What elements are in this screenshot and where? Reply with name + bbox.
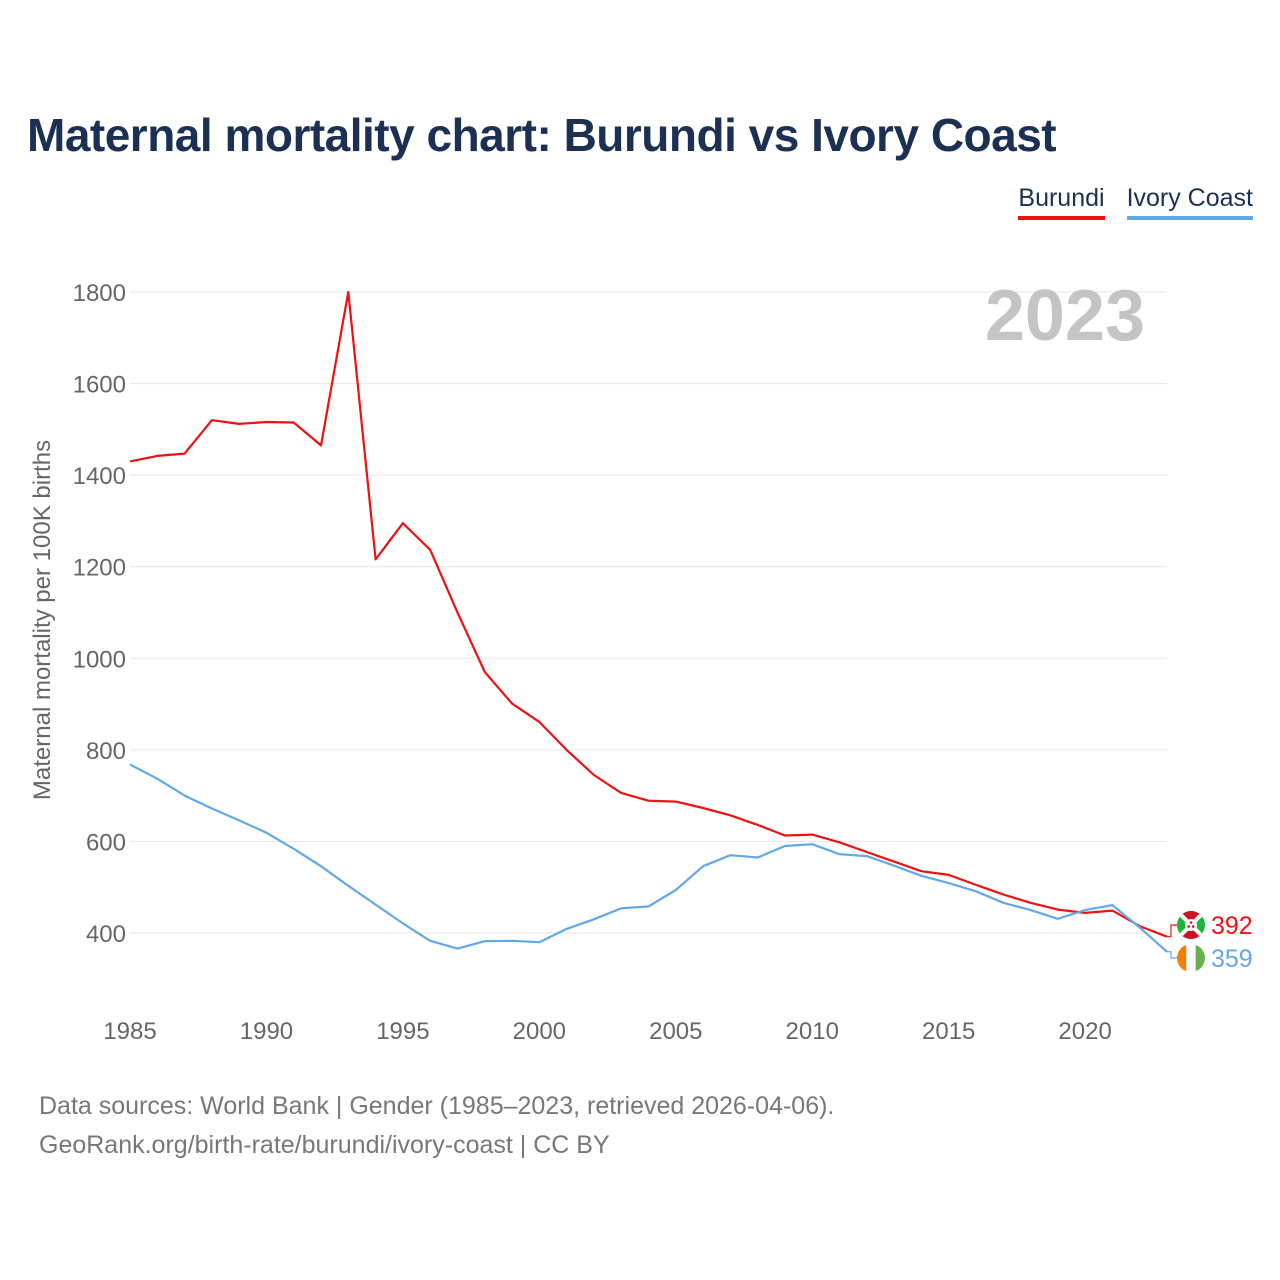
y-tick-label: 1200 bbox=[73, 555, 126, 582]
y-tick-label: 1400 bbox=[73, 463, 126, 490]
series-line-ivory-coast bbox=[129, 763, 1168, 953]
series-line-burundi bbox=[129, 290, 1168, 938]
x-tick-label: 2020 bbox=[1058, 1018, 1111, 1045]
y-axis-label: Maternal mortality per 100K births bbox=[29, 440, 56, 800]
x-tick-label: 1985 bbox=[103, 1018, 156, 1045]
year-watermark: 2023 bbox=[985, 276, 1145, 356]
x-tick-label: 2010 bbox=[786, 1018, 839, 1045]
y-tick-label: 600 bbox=[86, 829, 126, 856]
ivory-coast-flag-icon bbox=[1177, 944, 1205, 972]
x-tick-label: 1995 bbox=[376, 1018, 429, 1045]
gridlines bbox=[130, 291, 1167, 934]
legend-ivory-coast[interactable]: Ivory Coast bbox=[1126, 184, 1253, 220]
end-value-label: 392 bbox=[1211, 912, 1253, 940]
end-connector bbox=[1167, 924, 1177, 938]
end-value-label: 359 bbox=[1211, 945, 1253, 973]
series-lines bbox=[129, 290, 1168, 953]
footer-link[interactable]: GeoRank.org/birth-rate/burundi/ivory-coa… bbox=[39, 1131, 610, 1159]
y-axis-ticks: 400 600 800 1000 1200 1400 1600 1800 bbox=[73, 280, 126, 948]
y-tick-label: 400 bbox=[86, 921, 126, 948]
footer: Data sources: World Bank | Gender (1985–… bbox=[39, 1087, 834, 1165]
y-tick-label: 1000 bbox=[73, 646, 126, 673]
chart-title: Maternal mortality chart: Burundi vs Ivo… bbox=[27, 109, 1057, 161]
x-tick-label: 1990 bbox=[240, 1018, 293, 1045]
legend: Burundi Ivory Coast bbox=[1018, 184, 1253, 220]
x-tick-label: 2000 bbox=[513, 1018, 566, 1045]
y-tick-label: 1600 bbox=[73, 372, 126, 399]
burundi-flag-icon bbox=[1177, 911, 1205, 939]
legend-burundi[interactable]: Burundi bbox=[1018, 184, 1105, 220]
footer-sources: Data sources: World Bank | Gender (1985–… bbox=[39, 1092, 835, 1120]
x-tick-label: 2015 bbox=[922, 1018, 975, 1045]
end-connector bbox=[1167, 951, 1177, 959]
x-tick-label: 2005 bbox=[649, 1018, 702, 1045]
x-axis-ticks: 1985 1990 1995 2000 2005 2010 2015 2020 bbox=[103, 1018, 1112, 1045]
y-tick-label: 1800 bbox=[73, 280, 126, 307]
y-tick-label: 800 bbox=[86, 738, 126, 765]
